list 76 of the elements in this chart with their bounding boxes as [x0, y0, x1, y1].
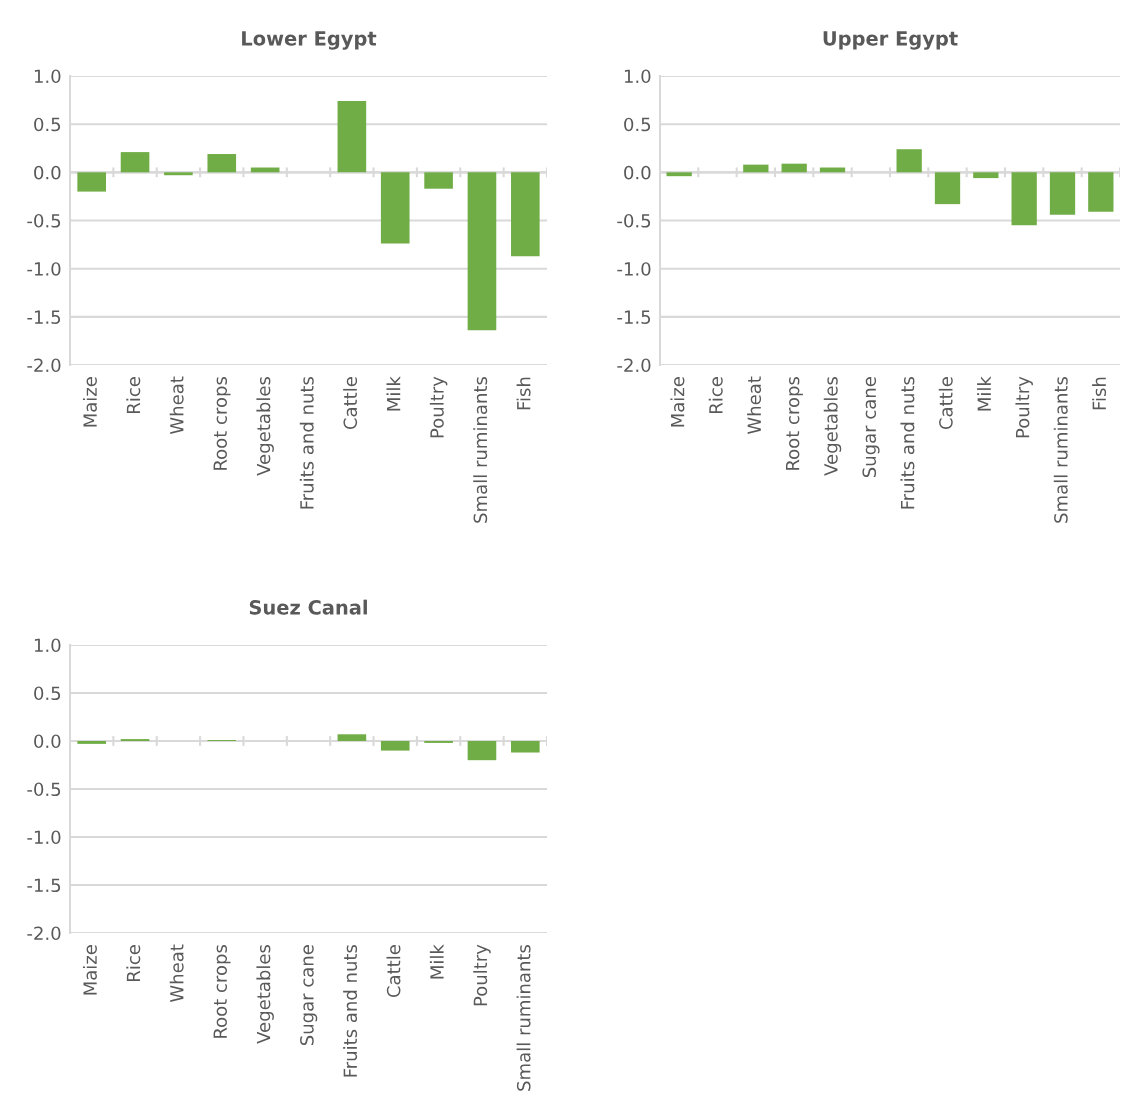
x-tick-label: Rice: [126, 377, 141, 413]
x-tick-label: Small ruminants: [473, 376, 488, 523]
bar: [337, 101, 367, 173]
x-tick-label: Wheat: [747, 376, 762, 435]
x-tick-label: Poultry: [429, 376, 448, 438]
chart-title: Lower Egypt: [242, 31, 377, 50]
x-tick-label: Milk: [977, 376, 991, 411]
x-tick-label: Maize: [670, 377, 685, 427]
x-tick-label: Wheat: [169, 376, 184, 435]
bar: [781, 163, 807, 173]
y-tick-label: 1.0: [624, 69, 651, 84]
bar: [467, 172, 497, 331]
x-tick-label: Cattle: [343, 377, 358, 430]
y-tick-label: 0.0: [34, 165, 61, 180]
chart-title: Suez Canal: [249, 599, 367, 615]
y-tick-label: 0.0: [624, 165, 651, 180]
x-tick-label: Fruits and nuts: [299, 376, 314, 509]
bar: [1049, 172, 1076, 215]
x-tick-label: Root crops: [213, 944, 231, 1038]
bar: [207, 154, 237, 173]
x-tick-label: Poultry: [1015, 376, 1033, 438]
chart-title: Upper Egypt: [823, 31, 958, 50]
y-tick-label: -0.5: [27, 782, 61, 797]
y-tick-label: -2.0: [27, 926, 61, 941]
y-tick-label: 1.0: [34, 638, 61, 653]
y-tick-label: -2.0: [27, 358, 61, 373]
bar: [511, 172, 540, 257]
x-tick-label: Rice: [126, 945, 141, 981]
bar: [934, 172, 961, 205]
bar: [1011, 172, 1037, 226]
x-tick-label: Sugar cane: [300, 945, 318, 1046]
x-tick-label: Milk: [429, 944, 444, 979]
x-tick-label: Sugar cane: [862, 377, 880, 478]
bar: [77, 172, 106, 192]
bar: [973, 172, 999, 179]
bar: [164, 172, 193, 176]
bar: [743, 164, 769, 173]
y-tick-label: -1.5: [27, 878, 61, 893]
y-tick-label: -0.5: [27, 213, 61, 228]
bar: [424, 172, 453, 189]
x-tick-label: Small ruminants: [516, 944, 531, 1091]
x-tick-label: Fish: [1092, 377, 1107, 410]
y-tick-label: 0.0: [34, 734, 61, 749]
y-tick-label: -0.5: [617, 213, 651, 228]
y-tick-label: -1.5: [617, 310, 651, 324]
y-tick-label: 1.0: [34, 69, 61, 84]
x-tick-label: Rice: [708, 377, 723, 413]
y-tick-label: -1.0: [27, 830, 61, 845]
bar: [120, 152, 150, 173]
bar: [380, 172, 410, 244]
x-tick-label: Cattle: [386, 945, 401, 998]
x-tick-label: Milk: [386, 376, 401, 411]
x-tick-label: Vegetables: [256, 377, 274, 476]
y-tick-label: -1.5: [27, 310, 61, 324]
y-tick-label: -2.0: [617, 358, 651, 373]
x-tick-label: Maize: [82, 945, 97, 995]
x-tick-label: Small ruminants: [1053, 376, 1068, 523]
x-tick-label: Maize: [82, 377, 97, 427]
bar: [896, 149, 922, 173]
x-tick-label: Poultry: [473, 944, 491, 1006]
x-tick-label: Vegetables: [823, 377, 842, 476]
y-tick-label: -1.0: [27, 262, 61, 276]
x-tick-label: Vegetables: [256, 945, 274, 1044]
bar: [1088, 172, 1114, 212]
x-tick-label: Cattle: [938, 377, 953, 430]
y-tick-label: 0.5: [34, 686, 61, 701]
x-tick-label: Fish: [516, 377, 531, 410]
x-tick-label: Fruits and nuts: [900, 376, 915, 509]
bar: [666, 172, 692, 177]
y-tick-label: -1.0: [617, 262, 651, 276]
x-tick-label: Wheat: [169, 944, 184, 1003]
y-tick-label: 0.5: [624, 117, 651, 132]
y-tick-label: 0.5: [34, 117, 61, 132]
x-tick-label: Root crops: [213, 376, 231, 470]
x-tick-label: Root crops: [785, 376, 803, 470]
x-tick-label: Fruits and nuts: [343, 944, 358, 1077]
